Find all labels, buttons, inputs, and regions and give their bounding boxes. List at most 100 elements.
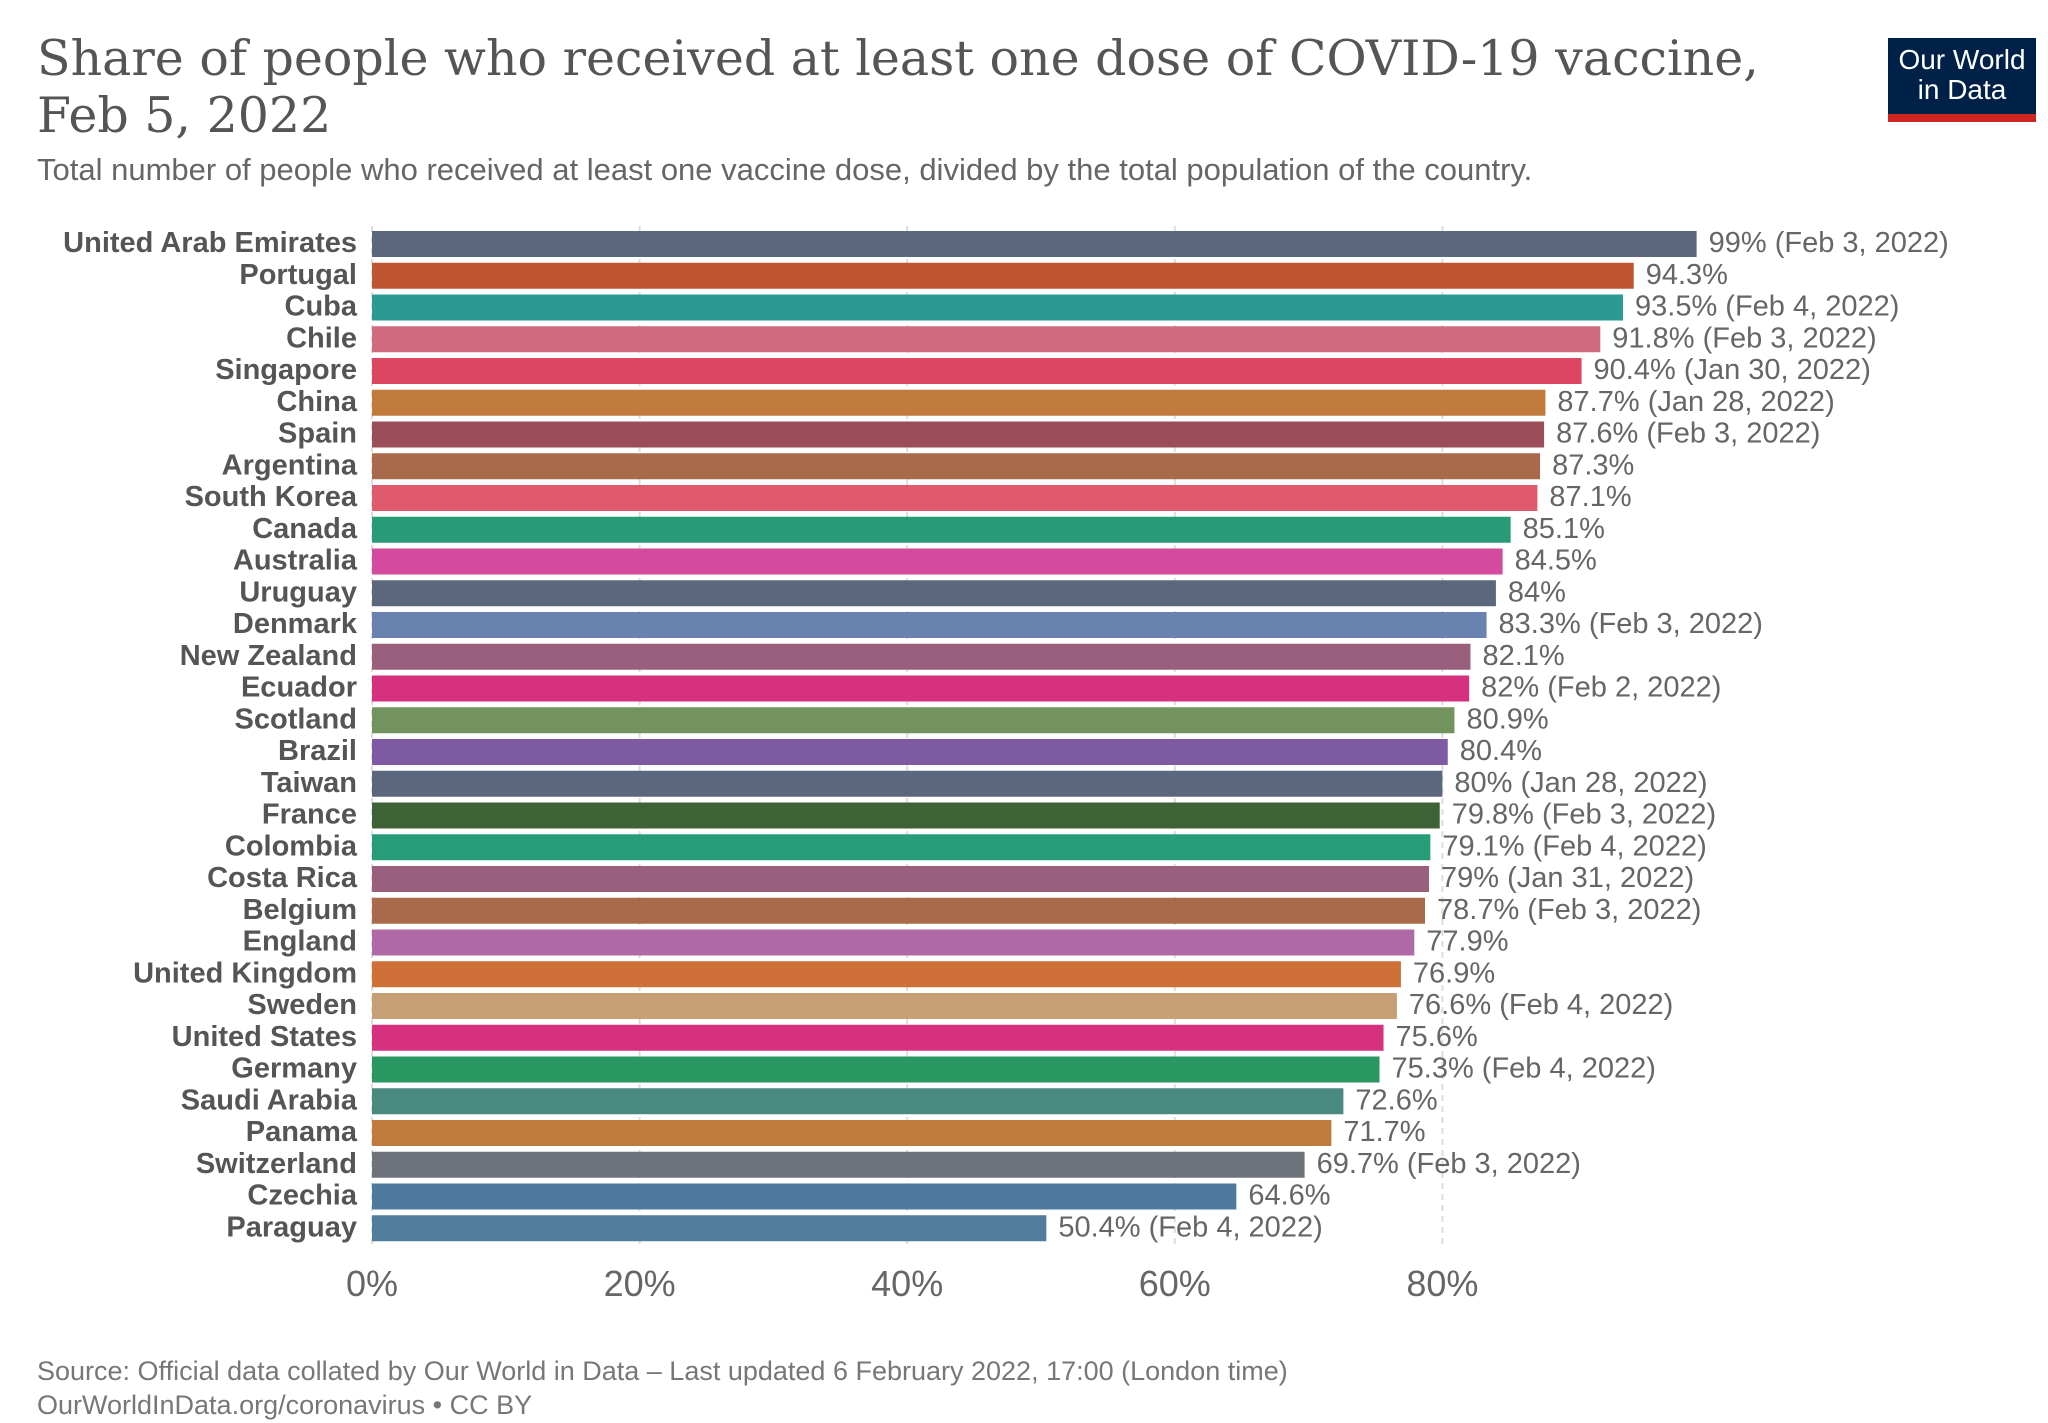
value-label: 69.7% (Feb 3, 2022) (1317, 1148, 1581, 1180)
category-label: Germany (231, 1053, 357, 1085)
value-label: 90.4% (Jan 30, 2022) (1594, 354, 1871, 386)
category-label: United States (172, 1021, 357, 1053)
category-label: New Zealand (180, 640, 357, 672)
bar (372, 421, 1545, 448)
category-label: Czechia (247, 1180, 357, 1212)
category-label: Taiwan (261, 767, 357, 799)
category-label: Ecuador (241, 672, 357, 704)
bar (372, 707, 1455, 734)
bar (372, 294, 1624, 321)
bar (372, 326, 1601, 353)
category-label: Spain (278, 418, 357, 450)
value-label: 75.6% (1396, 1021, 1478, 1053)
category-label: Argentina (222, 449, 358, 481)
x-tick-label: 20% (604, 1263, 676, 1304)
source-note: Source: Official data collated by Our Wo… (37, 1356, 1288, 1386)
value-label: 94.3% (1646, 259, 1728, 291)
value-label: 93.5% (Feb 4, 2022) (1635, 291, 1899, 323)
bar (372, 770, 1443, 797)
value-label: 78.7% (Feb 3, 2022) (1437, 894, 1701, 926)
value-label: 87.1% (1549, 481, 1631, 513)
value-label: 79% (Jan 31, 2022) (1441, 862, 1694, 894)
value-label: 85.1% (1523, 513, 1605, 545)
value-label: 79.1% (Feb 4, 2022) (1442, 830, 1706, 862)
bar (372, 834, 1431, 861)
bar (372, 580, 1496, 607)
x-tick-label: 80% (1406, 1263, 1478, 1304)
category-label: Saudi Arabia (181, 1084, 358, 1116)
bar-chart: 0% 20% 40% 60% 80% United Arab Emirates 99% (F… (63, 226, 1949, 1304)
x-tick-label: 60% (1139, 1263, 1211, 1304)
bar (372, 1183, 1237, 1210)
category-label: Brazil (278, 735, 357, 767)
value-label: 83.3% (Feb 3, 2022) (1499, 608, 1763, 640)
source-link[interactable]: OurWorldInData.org/coronavirus • CC BY (37, 1390, 533, 1420)
category-label: Colombia (225, 830, 358, 862)
category-label: Scotland (235, 703, 357, 735)
bar (372, 262, 1634, 289)
category-label: Sweden (247, 989, 357, 1021)
value-label: 82% (Feb 2, 2022) (1481, 672, 1721, 704)
value-label: 82.1% (1482, 640, 1564, 672)
category-label: Singapore (215, 354, 357, 386)
category-label: China (276, 386, 357, 418)
category-label: Panama (246, 1116, 358, 1148)
category-label: England (243, 926, 357, 958)
bar (372, 961, 1401, 988)
value-label: 80% (Jan 28, 2022) (1454, 767, 1707, 799)
chart-subtitle: Total number of people who received at l… (37, 152, 1533, 187)
bar (372, 802, 1440, 829)
value-label: 64.6% (1248, 1180, 1330, 1212)
bar (372, 358, 1582, 384)
value-label: 80.9% (1466, 703, 1548, 735)
category-label: Costa Rica (207, 862, 358, 894)
category-label: Belgium (243, 894, 357, 926)
owid-logo[interactable]: Our World in Data (1888, 38, 2036, 122)
bar (372, 897, 1426, 924)
bar (372, 929, 1415, 956)
bar (372, 1120, 1332, 1146)
value-label: 76.6% (Feb 4, 2022) (1409, 989, 1673, 1021)
bar (372, 643, 1471, 670)
category-label: Cuba (285, 291, 358, 323)
logo-accent-bar (1888, 114, 2036, 122)
value-label: 80.4% (1460, 735, 1542, 767)
value-label: 84.5% (1515, 545, 1597, 577)
logo-line-1: Our World (1898, 44, 2026, 75)
value-label: 71.7% (1343, 1116, 1425, 1148)
value-label: 87.7% (Jan 28, 2022) (1557, 386, 1834, 418)
value-label: 84% (1508, 576, 1566, 608)
value-label: 75.3% (Feb 4, 2022) (1392, 1053, 1656, 1085)
x-tick-label: 40% (871, 1263, 943, 1304)
category-label: Chile (286, 322, 357, 354)
bar (372, 548, 1503, 575)
value-label: 87.3% (1552, 449, 1634, 481)
bar (372, 866, 1430, 892)
category-label: Canada (252, 513, 358, 545)
bar (372, 453, 1541, 480)
bar (372, 516, 1511, 543)
value-label: 72.6% (1355, 1084, 1437, 1116)
category-label: Portugal (239, 259, 357, 291)
category-label: South Korea (185, 481, 358, 513)
category-label: Paraguay (226, 1211, 357, 1243)
bar (372, 231, 1697, 257)
category-label: Uruguay (239, 576, 357, 608)
bar (372, 1215, 1047, 1242)
bar (372, 1024, 1384, 1051)
value-label: 76.9% (1413, 957, 1495, 989)
bar (372, 739, 1448, 765)
value-label: 91.8% (Feb 3, 2022) (1612, 322, 1876, 354)
bar (372, 612, 1487, 638)
bar (372, 485, 1538, 511)
value-label: 87.6% (Feb 3, 2022) (1556, 418, 1820, 450)
bar (372, 1088, 1344, 1115)
bar (372, 389, 1546, 416)
category-label: United Arab Emirates (63, 227, 357, 259)
category-label: Denmark (233, 608, 358, 640)
category-label: United Kingdom (133, 957, 357, 989)
category-label: Switzerland (196, 1148, 357, 1180)
bar (372, 993, 1397, 1019)
chart-title: Share of people who received at least on… (37, 30, 1759, 144)
bar (372, 1151, 1305, 1178)
